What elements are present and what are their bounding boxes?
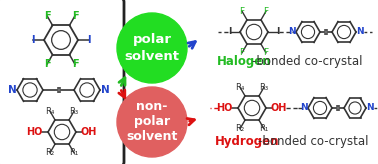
Text: R₄: R₄ bbox=[235, 83, 245, 92]
Text: Halogen: Halogen bbox=[217, 55, 271, 69]
Text: R₄: R₄ bbox=[45, 107, 55, 116]
Text: R₃: R₃ bbox=[70, 107, 79, 116]
Text: I: I bbox=[276, 28, 280, 37]
Text: R₂: R₂ bbox=[45, 148, 54, 157]
Text: N: N bbox=[101, 85, 109, 95]
Text: F: F bbox=[239, 7, 245, 16]
Text: I: I bbox=[87, 35, 91, 45]
Text: F: F bbox=[44, 11, 50, 21]
Text: N: N bbox=[366, 103, 374, 113]
Text: F: F bbox=[239, 48, 245, 57]
Text: non-
polar
solvent: non- polar solvent bbox=[126, 101, 178, 144]
Circle shape bbox=[117, 87, 187, 157]
Text: N: N bbox=[288, 28, 296, 37]
Text: OH: OH bbox=[81, 127, 97, 137]
Text: -bonded co-crystal: -bonded co-crystal bbox=[258, 135, 368, 148]
Text: N: N bbox=[300, 103, 308, 113]
Text: R₃: R₃ bbox=[259, 83, 268, 92]
FancyBboxPatch shape bbox=[0, 0, 124, 164]
Text: F: F bbox=[263, 7, 268, 16]
Text: R₂: R₂ bbox=[235, 124, 245, 133]
Text: F: F bbox=[72, 59, 78, 69]
Text: N: N bbox=[356, 28, 364, 37]
Text: N: N bbox=[8, 85, 16, 95]
Text: polar
solvent: polar solvent bbox=[124, 33, 180, 62]
Text: HO: HO bbox=[216, 103, 232, 113]
Text: R₁: R₁ bbox=[259, 124, 269, 133]
Text: HO: HO bbox=[26, 127, 42, 137]
Text: -bonded co-crystal: -bonded co-crystal bbox=[252, 55, 362, 69]
Text: F: F bbox=[44, 59, 50, 69]
Circle shape bbox=[117, 13, 187, 83]
Text: OH: OH bbox=[271, 103, 287, 113]
Text: R₁: R₁ bbox=[70, 148, 79, 157]
Text: F: F bbox=[263, 48, 268, 57]
Text: I: I bbox=[31, 35, 35, 45]
Text: I: I bbox=[228, 28, 232, 37]
Text: F: F bbox=[72, 11, 78, 21]
Text: Hydrogen: Hydrogen bbox=[215, 135, 279, 148]
